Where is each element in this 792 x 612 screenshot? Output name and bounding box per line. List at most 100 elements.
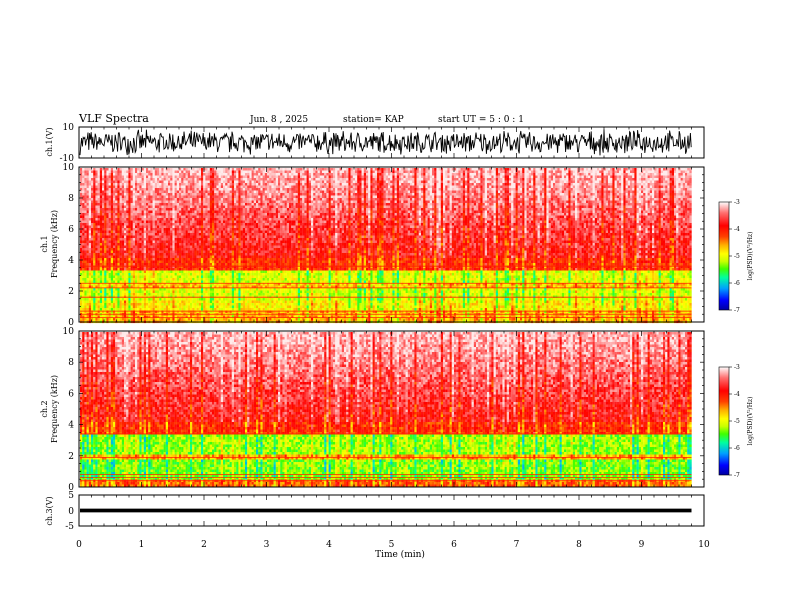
- ch1-cell: [115, 290, 118, 294]
- ch1-cell: [161, 195, 164, 199]
- ch1-cell: [157, 255, 160, 259]
- ch1-cell: [170, 178, 173, 181]
- ch1-cell: [117, 293, 120, 296]
- ch1-cell: [201, 190, 204, 194]
- ch1-cell: [174, 253, 177, 256]
- ch1-cell: [209, 243, 213, 246]
- ch1-cell: [236, 200, 239, 204]
- ch1-cell: [185, 238, 188, 241]
- ch1-cell: [174, 250, 177, 254]
- ch1-cell: [212, 190, 215, 194]
- ch1-cell: [236, 288, 239, 291]
- ch1-cell: [218, 205, 221, 209]
- ch1-cell: [229, 203, 232, 206]
- ch1-cell: [110, 290, 114, 294]
- ch1-cell: [170, 298, 173, 301]
- ch1-cell: [124, 213, 127, 216]
- ch1-cell: [242, 308, 246, 311]
- ch1-cell: [242, 278, 246, 281]
- ch1-cell: [82, 293, 85, 296]
- ch1-cell: [207, 198, 210, 201]
- ch1-cell: [117, 248, 120, 251]
- ch1-cell: [99, 243, 103, 246]
- ch1-cell: [152, 298, 155, 301]
- ch1-cell: [130, 195, 133, 199]
- ch1-cell: [192, 245, 195, 249]
- ch1-cell: [124, 218, 127, 221]
- ch1-cell: [139, 260, 142, 264]
- ch1-cell: [165, 188, 169, 191]
- ch1-cell: [110, 255, 114, 259]
- ch1-cell: [93, 205, 96, 209]
- ch1-cell: [154, 295, 158, 299]
- ch1-cell: [137, 200, 140, 204]
- ch1-cell: [245, 310, 248, 314]
- ch1-cell: [119, 173, 122, 176]
- ch1-cell: [113, 198, 116, 201]
- ch1-cell: [126, 170, 129, 174]
- ch1-cell: [126, 190, 129, 194]
- ch1-cell: [97, 285, 100, 289]
- ch1-cell: [245, 240, 248, 244]
- ch1-cell: [104, 270, 107, 274]
- ch1-cell: [108, 298, 111, 301]
- ch1-cell: [135, 265, 138, 269]
- ch1-cell: [82, 188, 85, 191]
- ch1-cell: [251, 173, 254, 176]
- ch1-cell: [146, 250, 149, 254]
- ch1-cell: [163, 218, 166, 221]
- ch1-cell: [117, 318, 120, 321]
- ch1-cell: [170, 208, 173, 211]
- ch1-cell: [240, 285, 243, 289]
- ch1-cell: [135, 298, 138, 301]
- ch1-cell: [185, 220, 188, 224]
- ch1-cell: [102, 218, 105, 221]
- ch1-cell: [135, 190, 138, 194]
- ch1-cell: [124, 205, 127, 209]
- ch1-cell: [181, 280, 184, 284]
- ch1-cell: [146, 275, 149, 279]
- ch1-cell: [212, 228, 215, 231]
- ch1-cell: [214, 243, 217, 246]
- ch1-cell: [227, 223, 230, 226]
- ch1-cell: [256, 193, 259, 196]
- ch1-cell: [86, 315, 89, 319]
- ch1-cell: [95, 175, 98, 179]
- ch1-cell: [86, 220, 89, 224]
- ch1-cell: [179, 253, 182, 256]
- ch1-cell: [220, 243, 224, 246]
- ch1-cell: [185, 288, 188, 291]
- ch1-cell: [231, 205, 235, 209]
- ch1-cell: [84, 295, 87, 299]
- ch1-cell: [190, 255, 193, 259]
- ch1-cell: [95, 245, 98, 249]
- ch1-cell: [124, 223, 127, 226]
- ch1-cell: [143, 175, 147, 179]
- ch1-cell: [209, 310, 213, 314]
- ch1-cell: [106, 310, 109, 314]
- ch1-cell: [205, 263, 208, 266]
- ch1-cell: [165, 265, 169, 269]
- ch1-cell: [93, 290, 96, 294]
- ch1-cell: [115, 275, 118, 279]
- ch1-cell: [207, 170, 210, 174]
- ch1-cell: [148, 180, 151, 184]
- ch1-cell: [137, 170, 140, 174]
- ch1-cell: [130, 318, 133, 321]
- ch1-cell: [251, 288, 254, 291]
- ch1-cell: [201, 220, 204, 224]
- ch1-cell: [253, 215, 257, 219]
- ch1-cell: [181, 293, 184, 296]
- ch1-cell: [106, 235, 109, 239]
- ch1-cell: [102, 190, 105, 194]
- ch1-cell: [121, 278, 125, 281]
- ch1-cell: [245, 243, 248, 246]
- ch1-cell: [126, 205, 129, 209]
- ch1-cell: [102, 180, 105, 184]
- ch1-cell: [209, 185, 213, 189]
- ch1-cell: [187, 208, 191, 211]
- ch1-cell: [214, 280, 217, 284]
- ch1-cell: [253, 255, 257, 259]
- ch1-cell: [176, 198, 180, 201]
- ch1-cell: [168, 235, 171, 239]
